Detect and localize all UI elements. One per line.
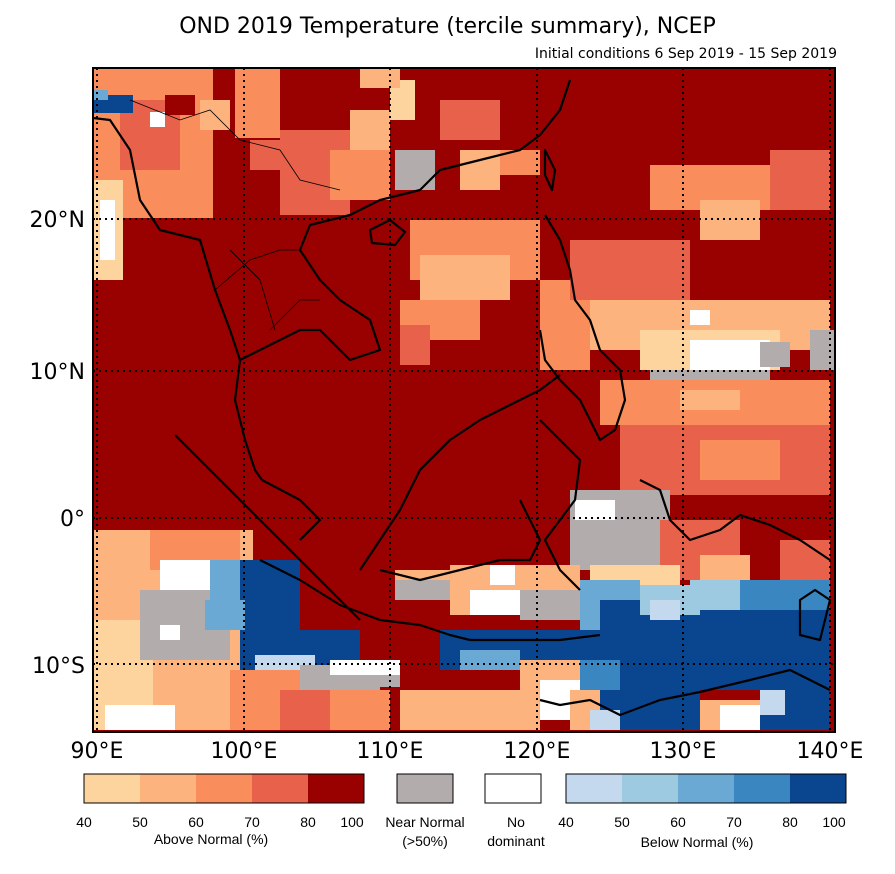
country-borders: [129, 99, 341, 331]
longitude-labels: 90°E 100°E 110°E 120°E 130°E 140°E: [71, 739, 864, 764]
below-normal-color-segment: [678, 774, 734, 803]
region-south-china-sea: [400, 150, 835, 495]
no-dominant-sublabel: dominant: [487, 833, 545, 849]
below-tick: 40: [558, 814, 574, 830]
above-tick: 80: [300, 814, 316, 830]
below-tick: 100: [822, 814, 846, 830]
lat-label-10s: 10°S: [32, 654, 85, 679]
gridlines: [93, 68, 835, 732]
lon-label-120e: 120°E: [504, 739, 571, 764]
below-normal-colorbar: [566, 774, 846, 803]
above-normal-color-segment: [252, 774, 308, 803]
lat-label-20n: 20°N: [30, 208, 85, 233]
initial-conditions-subtitle: Initial conditions 6 Sep 2019 - 15 Sep 2…: [534, 46, 837, 62]
map-title: OND 2019 Temperature (tercile summary), …: [179, 14, 716, 39]
above-tick: 40: [76, 814, 92, 830]
below-tick: 50: [614, 814, 630, 830]
above-normal-title: Above Normal (%): [154, 831, 268, 847]
region-northwest: [93, 68, 280, 280]
below-tick: 60: [670, 814, 686, 830]
lon-label-140e: 140°E: [797, 739, 864, 764]
no-dominant-swatch: [484, 773, 542, 804]
above-normal-color-segment: [308, 774, 364, 803]
below-tick: 70: [726, 814, 742, 830]
lat-label-10n: 10°N: [30, 360, 85, 385]
below-normal-color-segment: [734, 774, 790, 803]
near-normal-swatch: [396, 773, 454, 804]
above-normal-color-segment: [84, 774, 140, 803]
lon-label-130e: 130°E: [650, 739, 717, 764]
lat-label-0: 0°: [60, 507, 85, 532]
below-normal-title: Below Normal (%): [641, 834, 754, 850]
lon-label-100e: 100°E: [211, 739, 278, 764]
above-normal-color-segment: [196, 774, 252, 803]
above-tick: 60: [188, 814, 204, 830]
latitude-labels: 20°N 10°N 0° 10°S: [30, 208, 85, 679]
below-normal-color-segment: [622, 774, 678, 803]
below-normal-color-segment: [790, 774, 846, 803]
above-tick: 50: [132, 814, 148, 830]
legend: 40 50 60 70 80 100 Above Normal (%) Near…: [76, 773, 847, 850]
below-normal-ticks: 40 50 60 70 80 100: [558, 814, 846, 830]
above-tick: 70: [244, 814, 260, 830]
forecast-map: [93, 68, 835, 732]
below-normal-color-segment: [566, 774, 622, 803]
above-tick: 100: [340, 814, 364, 830]
above-normal-color-segment: [140, 774, 196, 803]
no-dominant-label: No: [507, 814, 525, 830]
region-java-timor-sea: [395, 565, 830, 730]
map-frame: [92, 67, 836, 733]
near-normal-sublabel: (>50%): [402, 833, 448, 849]
below-tick: 80: [782, 814, 798, 830]
region-indian-ocean: [93, 530, 540, 730]
above-normal-ticks: 40 50 60 70 80 100: [76, 814, 364, 830]
lon-label-90e: 90°E: [71, 739, 124, 764]
region-south-china: [280, 68, 540, 215]
lon-label-110e: 110°E: [357, 739, 424, 764]
near-normal-label: Near Normal: [385, 814, 464, 830]
above-normal-colorbar: [84, 774, 364, 803]
